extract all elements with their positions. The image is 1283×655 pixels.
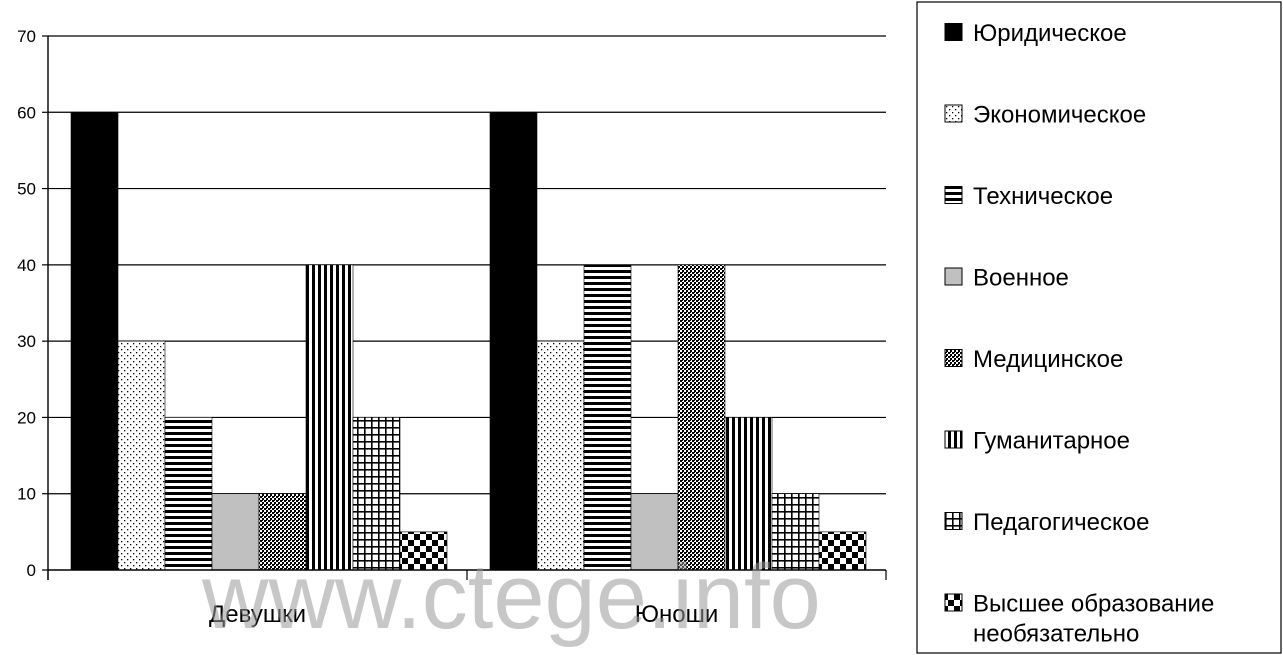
bar-6-2 [724, 417, 773, 571]
legend-swatch [944, 430, 963, 449]
bar-4-1 [211, 493, 260, 571]
bar-3-2 [583, 264, 632, 571]
legend-label: необязательно [973, 621, 1139, 648]
bar-7-1 [352, 417, 401, 571]
y-tick-label: 0 [27, 561, 36, 580]
bar-2-1 [117, 340, 166, 571]
bar-8-2 [818, 531, 867, 571]
legend-label: Гуманитарное [973, 428, 1130, 455]
legend-box [916, 1, 1282, 654]
legend-swatch [944, 593, 963, 612]
y-tick-label: 50 [17, 180, 36, 199]
bar-3-1 [164, 417, 213, 571]
category-label: Девушки [209, 601, 306, 628]
legend-swatch [944, 104, 963, 123]
legend-swatch [944, 512, 963, 530]
bar-1-2 [489, 111, 538, 571]
y-tick-label: 60 [17, 103, 36, 122]
bar-4-2 [630, 493, 679, 571]
legend-swatch [944, 267, 963, 286]
legend-label: Военное [973, 265, 1069, 292]
bar-7-2 [771, 493, 820, 571]
y-tick-label: 20 [17, 408, 36, 427]
bar-2-2 [536, 340, 585, 571]
bar-5-2 [677, 264, 726, 571]
category-label: Юноши [635, 601, 719, 628]
bar-8-1 [399, 531, 448, 571]
legend-label: Юридическое [973, 20, 1127, 47]
watermark: www.ctege.info [201, 546, 821, 648]
legend: Юридическое Экономическое Техническое Военн… [916, 1, 1282, 654]
legend-label: Медицинское [973, 346, 1123, 373]
legend-swatch [944, 23, 963, 41]
bar-5-1 [258, 493, 307, 571]
y-tick-label: 10 [17, 485, 36, 504]
legend-label: Высшее образование [973, 591, 1214, 618]
legend-swatch [944, 186, 963, 204]
x-axis-labels: Девушки Юноши [209, 601, 718, 628]
bar-6-1 [305, 264, 354, 571]
y-axis-ticks: 0 10 20 30 40 50 60 70 [17, 27, 48, 580]
legend-label: Техническое [973, 183, 1113, 210]
legend-swatch [944, 349, 963, 367]
legend-label: Педагогическое [973, 509, 1149, 536]
y-tick-label: 40 [17, 256, 36, 275]
bars [70, 111, 867, 571]
legend-label: Экономическое [973, 102, 1146, 129]
y-tick-label: 30 [17, 332, 36, 351]
y-tick-label: 70 [17, 27, 36, 46]
axes [47, 36, 887, 580]
bar-1-1 [70, 111, 119, 571]
